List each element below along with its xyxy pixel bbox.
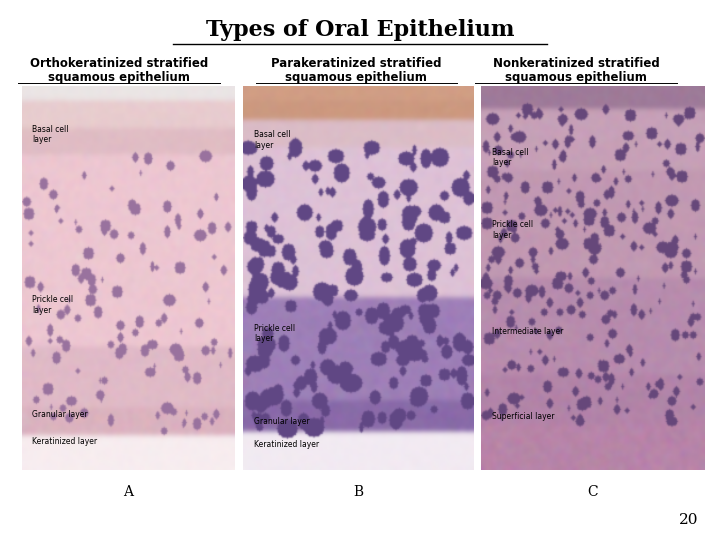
- Text: Prickle cell
layer: Prickle cell layer: [254, 324, 295, 343]
- Text: squamous epithelium: squamous epithelium: [285, 71, 428, 84]
- Text: Keratinized layer: Keratinized layer: [254, 441, 319, 449]
- Text: C: C: [588, 485, 598, 499]
- Text: Prickle cell
layer: Prickle cell layer: [492, 220, 533, 240]
- Text: Granular layer: Granular layer: [32, 410, 88, 418]
- Text: Parakeratinized stratified: Parakeratinized stratified: [271, 57, 441, 70]
- Text: Granular layer: Granular layer: [254, 417, 310, 427]
- Text: Basal cell
layer: Basal cell layer: [32, 125, 69, 144]
- Text: Nonkeratinized stratified: Nonkeratinized stratified: [492, 57, 660, 70]
- Text: B: B: [354, 485, 364, 499]
- Text: 20: 20: [679, 512, 698, 526]
- Text: A: A: [123, 485, 132, 499]
- Text: Intermediate layer: Intermediate layer: [492, 327, 563, 336]
- Text: Basal cell
layer: Basal cell layer: [492, 147, 528, 167]
- Text: Orthokeratinized stratified: Orthokeratinized stratified: [30, 57, 208, 70]
- Text: Types of Oral Epithelium: Types of Oral Epithelium: [206, 19, 514, 41]
- Text: Keratinized layer: Keratinized layer: [32, 436, 97, 446]
- Text: Basal cell
layer: Basal cell layer: [254, 130, 291, 150]
- Text: squamous epithelium: squamous epithelium: [48, 71, 190, 84]
- Text: Superficial layer: Superficial layer: [492, 411, 554, 421]
- Text: Prickle cell
layer: Prickle cell layer: [32, 295, 73, 315]
- Text: squamous epithelium: squamous epithelium: [505, 71, 647, 84]
